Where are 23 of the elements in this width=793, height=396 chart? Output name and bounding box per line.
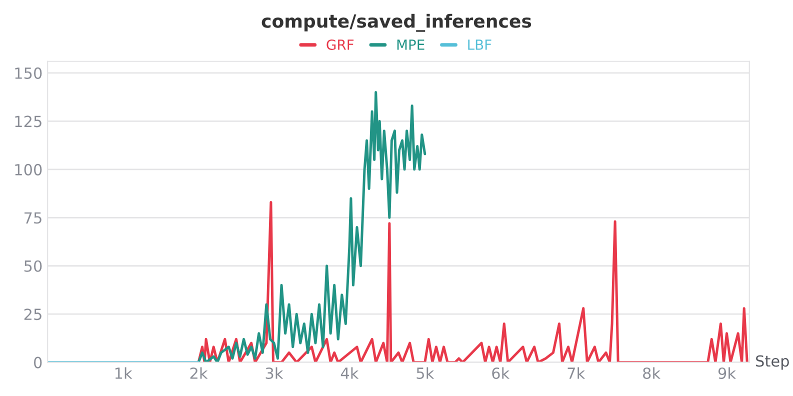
x-tick-label: 6k xyxy=(492,367,510,380)
legend-label: MPE xyxy=(397,40,424,50)
chart-title: compute/saved_inferences xyxy=(262,14,532,32)
y-tick-label: 75 xyxy=(24,212,42,224)
y-tick-label: 150 xyxy=(15,67,42,79)
x-tick-label: 9k xyxy=(718,367,736,380)
x-tick-label: 4k xyxy=(340,367,359,379)
x-tick-label: 8k xyxy=(643,367,661,380)
x-tick-label: 7k xyxy=(568,367,586,379)
line-series xyxy=(197,200,748,362)
y-tick-label: 50 xyxy=(24,260,42,272)
y-tick-label: 0 xyxy=(34,356,42,368)
y-tick-label: 125 xyxy=(15,116,42,128)
legend-label: LBF xyxy=(468,40,492,50)
x-tick-label: 2k xyxy=(190,367,208,379)
x-axis-title: Step xyxy=(756,355,789,370)
legend-label: GRF xyxy=(326,39,354,50)
x-tick-label: 3k xyxy=(266,367,284,380)
line-series xyxy=(197,91,426,362)
x-tick-label: 5k xyxy=(416,367,434,380)
y-tick-label: 100 xyxy=(15,164,42,176)
y-tick-label: 25 xyxy=(24,308,42,320)
x-tick-label: 1k xyxy=(115,367,132,379)
